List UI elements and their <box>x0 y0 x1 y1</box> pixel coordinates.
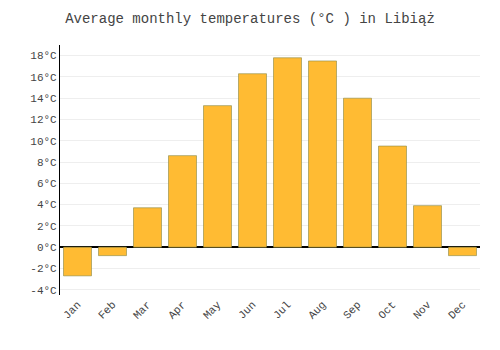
svg-text:Dec: Dec <box>446 299 468 321</box>
svg-text:2°C: 2°C <box>37 221 57 233</box>
svg-text:Jan: Jan <box>61 299 83 321</box>
svg-text:Sep: Sep <box>341 299 363 321</box>
svg-text:-4°C: -4°C <box>30 285 57 297</box>
svg-text:18°C: 18°C <box>30 50 57 62</box>
svg-text:10°C: 10°C <box>30 136 57 148</box>
svg-text:Feb: Feb <box>96 299 118 321</box>
svg-text:Jun: Jun <box>236 299 258 321</box>
svg-text:14°C: 14°C <box>30 93 57 105</box>
svg-text:16°C: 16°C <box>30 72 57 84</box>
svg-text:Nov: Nov <box>411 299 434 322</box>
svg-text:0°C: 0°C <box>37 242 57 254</box>
svg-text:6°C: 6°C <box>37 178 57 190</box>
svg-text:May: May <box>201 299 224 322</box>
svg-text:Oct: Oct <box>376 299 398 321</box>
svg-text:4°C: 4°C <box>37 199 57 211</box>
svg-text:-2°C: -2°C <box>30 263 57 275</box>
svg-text:8°C: 8°C <box>37 157 57 169</box>
svg-text:Mar: Mar <box>131 299 153 321</box>
svg-text:12°C: 12°C <box>30 114 57 126</box>
svg-text:Average monthly temperatures (: Average monthly temperatures (°C ) in Li… <box>65 11 435 27</box>
svg-text:Apr: Apr <box>166 299 188 321</box>
svg-text:Aug: Aug <box>306 299 328 321</box>
svg-text:Jul: Jul <box>271 299 293 321</box>
